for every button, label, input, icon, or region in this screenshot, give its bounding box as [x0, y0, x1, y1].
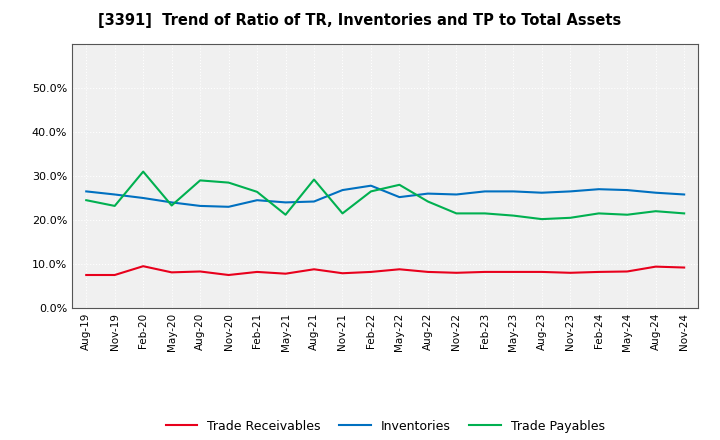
Trade Payables: [225, 180, 233, 185]
Inventories: [366, 183, 375, 188]
Trade Payables: [253, 189, 261, 194]
Trade Payables: [480, 211, 489, 216]
Inventories: [196, 203, 204, 209]
Inventories: [110, 192, 119, 197]
Trade Payables: [509, 213, 518, 218]
Trade Payables: [82, 198, 91, 203]
Trade Receivables: [452, 270, 461, 275]
Trade Receivables: [652, 264, 660, 269]
Trade Payables: [139, 169, 148, 174]
Trade Receivables: [139, 264, 148, 269]
Trade Payables: [110, 203, 119, 209]
Trade Receivables: [680, 265, 688, 270]
Line: Trade Receivables: Trade Receivables: [86, 266, 684, 275]
Trade Receivables: [225, 272, 233, 278]
Inventories: [480, 189, 489, 194]
Trade Receivables: [310, 267, 318, 272]
Trade Receivables: [366, 269, 375, 275]
Trade Payables: [395, 182, 404, 187]
Trade Payables: [623, 212, 631, 217]
Trade Receivables: [282, 271, 290, 276]
Inventories: [537, 190, 546, 195]
Trade Receivables: [338, 271, 347, 276]
Trade Payables: [282, 212, 290, 217]
Trade Receivables: [110, 272, 119, 278]
Trade Payables: [423, 199, 432, 204]
Inventories: [310, 199, 318, 204]
Trade Payables: [338, 211, 347, 216]
Trade Receivables: [537, 269, 546, 275]
Trade Receivables: [566, 270, 575, 275]
Trade Receivables: [623, 269, 631, 274]
Trade Payables: [680, 211, 688, 216]
Inventories: [82, 189, 91, 194]
Line: Trade Payables: Trade Payables: [86, 172, 684, 219]
Trade Payables: [566, 215, 575, 220]
Trade Receivables: [423, 269, 432, 275]
Legend: Trade Receivables, Inventories, Trade Payables: Trade Receivables, Inventories, Trade Pa…: [161, 414, 610, 437]
Line: Inventories: Inventories: [86, 186, 684, 207]
Trade Payables: [167, 203, 176, 208]
Text: [3391]  Trend of Ratio of TR, Inventories and TP to Total Assets: [3391] Trend of Ratio of TR, Inventories…: [99, 13, 621, 28]
Trade Receivables: [253, 269, 261, 275]
Inventories: [623, 187, 631, 193]
Trade Payables: [310, 177, 318, 182]
Inventories: [395, 194, 404, 200]
Inventories: [595, 187, 603, 192]
Inventories: [566, 189, 575, 194]
Inventories: [282, 200, 290, 205]
Trade Payables: [537, 216, 546, 222]
Trade Payables: [366, 189, 375, 194]
Inventories: [167, 200, 176, 205]
Inventories: [225, 204, 233, 209]
Trade Receivables: [82, 272, 91, 278]
Trade Receivables: [167, 270, 176, 275]
Trade Receivables: [480, 269, 489, 275]
Trade Receivables: [509, 269, 518, 275]
Inventories: [423, 191, 432, 196]
Trade Receivables: [196, 269, 204, 274]
Trade Receivables: [395, 267, 404, 272]
Inventories: [509, 189, 518, 194]
Trade Payables: [595, 211, 603, 216]
Trade Payables: [452, 211, 461, 216]
Inventories: [338, 187, 347, 193]
Trade Receivables: [595, 269, 603, 275]
Inventories: [652, 190, 660, 195]
Inventories: [139, 195, 148, 201]
Trade Payables: [652, 209, 660, 214]
Trade Payables: [196, 178, 204, 183]
Inventories: [680, 192, 688, 197]
Inventories: [253, 198, 261, 203]
Inventories: [452, 192, 461, 197]
